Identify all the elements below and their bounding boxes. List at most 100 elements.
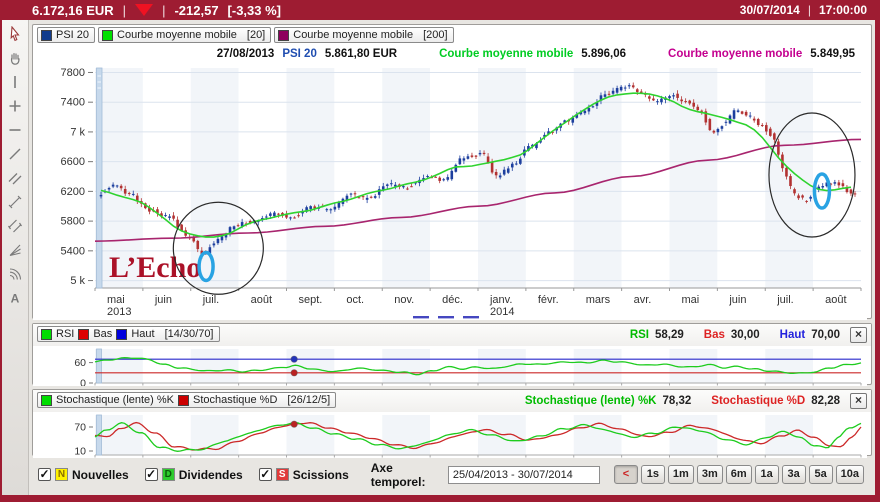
range-button-1a[interactable]: 1a	[754, 465, 779, 484]
drawing-toolbar: A	[2, 20, 29, 495]
y-axis-tick-label: 10	[74, 445, 86, 457]
range-button-6m[interactable]: 6m	[725, 465, 752, 484]
vertical-line-tool[interactable]	[6, 73, 24, 91]
crosshair-icon	[9, 100, 21, 112]
pointer-icon	[10, 26, 20, 42]
vertical-mini-scrollbar	[96, 67, 103, 288]
close-rsi-button[interactable]	[850, 327, 867, 344]
line-segment-tool[interactable]	[6, 193, 24, 211]
scrollbar-dash	[438, 315, 454, 318]
checkbox-dividendes[interactable]	[144, 468, 158, 481]
range-button-3a[interactable]: 3a	[781, 465, 806, 484]
text-tool[interactable]: A	[6, 289, 24, 307]
pan-hand-tool[interactable]	[6, 49, 24, 67]
range-button-5a[interactable]: 5a	[808, 465, 833, 484]
series-color-swatch-icon	[41, 29, 52, 41]
horizontal-line-tool[interactable]	[6, 121, 24, 139]
toggle-label: Scissions	[292, 467, 349, 482]
y-axis-tick-label: 7 k	[70, 126, 85, 138]
cursor-ma20-value: 5.896,06	[581, 47, 627, 60]
y-axis-tick-label: 5800	[61, 215, 85, 227]
quote-bar: 6.172,16 EUR | | -212,57 [-3,33 %] 30/07…	[2, 0, 875, 20]
series-label: Haut	[131, 328, 155, 340]
cursor-ma20-label: Courbe moyenne mobile	[439, 47, 574, 60]
crosshair-tool[interactable]	[6, 97, 24, 115]
quote-date: 30/07/2014	[739, 3, 800, 17]
price-series-chip[interactable]: Courbe moyenne mobile [20]	[98, 27, 272, 43]
x-axis-month-label: juil.	[776, 294, 794, 306]
checkbox-nouvelles[interactable]	[38, 468, 51, 481]
toggle-label: Dividendes	[178, 467, 243, 482]
series-color-swatch-icon	[78, 328, 90, 340]
down-triangle-icon	[135, 4, 154, 16]
cursor-ma200-label: Courbe moyenne mobile	[668, 47, 803, 60]
pan-hand-icon	[10, 53, 20, 65]
cursor-series-label: PSI 20	[282, 47, 317, 60]
price-series-chip[interactable]: PSI 20	[37, 27, 96, 43]
indicator-label: Stochastique %D	[711, 395, 806, 408]
price-series-chip[interactable]: Courbe moyenne mobile [200]	[274, 27, 454, 43]
stochastic-readout: Stochastique (lente) %K 78,32 Stochastique…	[511, 395, 840, 407]
stochastic-k-line	[94, 421, 862, 452]
cursor-ma200-value: 5.849,95	[810, 47, 855, 60]
rsi-series-chip[interactable]: RSI Bas Haut [14/30/70]	[37, 326, 220, 342]
x-axis-month-label: juin	[154, 294, 172, 306]
price-chart-header: PSI 20 Courbe moyenne mobile [20] Courbe mo…	[33, 25, 871, 47]
ellipse-annotation	[768, 111, 856, 238]
stochastic-plot[interactable]: 70 10	[33, 411, 867, 458]
trend-line-icon	[9, 148, 21, 160]
channel-icon	[8, 219, 22, 233]
series-label: RSI	[56, 328, 75, 340]
series-color-swatch-icon	[278, 29, 290, 41]
price-chart-plot[interactable]: 7800 7400 7 k 6600 6200 5800 5400 5 k L’Echo mai j…	[33, 61, 867, 320]
time-axis-label: Axe temporel:	[370, 460, 426, 489]
indicator-value: 82,28	[811, 395, 840, 408]
rsi-line	[94, 356, 862, 375]
indicator-value: 70,00	[811, 329, 840, 342]
cursor-readout: 27/08/2013 PSI 20 5.861,80 EUR Courbe mo…	[33, 47, 871, 62]
y-axis-tick-label: 70	[74, 421, 86, 433]
fibonacci-arcs-tool[interactable]	[6, 265, 24, 283]
toggle-nouvelles: N Nouvelles	[38, 468, 129, 482]
cursor-marker-dot	[290, 368, 298, 376]
lecho-watermark: L’Echo	[109, 251, 201, 284]
x-axis-month-label: mars	[586, 294, 611, 306]
y-axis-tick-label: 7400	[61, 96, 85, 108]
parallel-lines-tool[interactable]	[6, 169, 24, 187]
series-label: Courbe moyenne mobile	[117, 29, 237, 41]
stochastic-series-chip[interactable]: Stochastique (lente) %K Stochastique %D [2…	[37, 392, 337, 408]
x-axis-month-label: oct.	[346, 294, 364, 306]
series-color-swatch-icon	[102, 29, 114, 41]
y-axis-tick-label: 0	[80, 377, 86, 386]
range-button-1m[interactable]: 1m	[667, 465, 694, 484]
range-button-back[interactable]: <	[613, 465, 638, 484]
series-label: Stochastique (lente) %K	[56, 394, 175, 406]
series-parameters: [20]	[246, 29, 266, 41]
indicator-value: 58,29	[654, 329, 684, 342]
close-stochastic-button[interactable]	[850, 393, 867, 410]
range-button-10a[interactable]: 10a	[835, 465, 864, 484]
channel-tool[interactable]	[6, 217, 24, 235]
price-change-percent: [-3,33 %]	[227, 2, 282, 18]
range-button-3m[interactable]: 3m	[696, 465, 723, 484]
ma200-line	[94, 138, 862, 242]
scrollbar-dash	[463, 315, 479, 318]
separator: |	[162, 2, 166, 18]
checkbox-scissions[interactable]	[258, 468, 272, 481]
time-axis-range-input[interactable]	[447, 465, 600, 484]
x-axis-month-label: mai	[107, 294, 125, 306]
pointer-tool[interactable]	[6, 25, 24, 43]
scrollbar-dash	[413, 315, 429, 318]
parallel-lines-icon	[8, 173, 22, 185]
range-button-1s[interactable]: 1s	[640, 465, 665, 484]
rsi-plot[interactable]: 60 0	[33, 345, 867, 386]
indicator-value: 30,00	[730, 329, 760, 342]
x-axis-month-label: mai	[681, 294, 699, 306]
fan-lines-tool[interactable]	[6, 241, 24, 259]
trend-line-tool[interactable]	[6, 145, 24, 163]
vertical-line-icon	[14, 76, 16, 88]
separator: |	[122, 2, 127, 18]
